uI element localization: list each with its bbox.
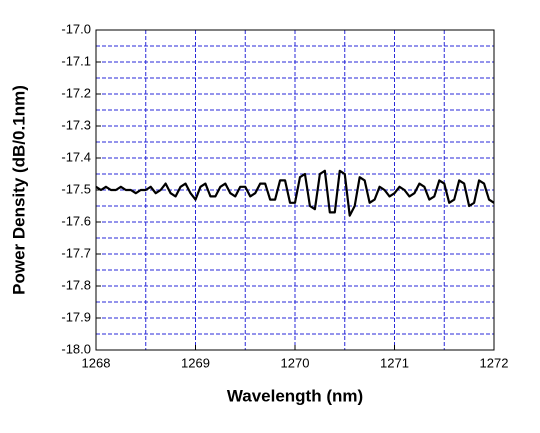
y-tick-label: -17.7 [61, 245, 91, 260]
y-tick-label: -17.6 [61, 213, 91, 228]
x-tick-label: 1270 [281, 355, 310, 370]
y-tick-label: -17.8 [61, 277, 91, 292]
y-axis-title: Power Density (dB/0.1nm) [9, 85, 28, 295]
x-tick-label: 1272 [480, 355, 509, 370]
y-tick-label: -18.0 [61, 341, 91, 356]
y-tick-label: -17.3 [61, 117, 91, 132]
x-tick-label: 1269 [181, 355, 210, 370]
x-tick-label: 1268 [82, 355, 111, 370]
plot-frame [95, 29, 495, 351]
y-tick-label: -17.2 [61, 85, 91, 100]
y-tick-label: -17.1 [61, 53, 91, 68]
x-tick-label: 1271 [380, 355, 409, 370]
data-line [95, 169, 495, 217]
y-tick-label: -17.4 [61, 149, 91, 164]
y-tick-label: -17.0 [61, 21, 91, 36]
y-tick-label: -17.9 [61, 309, 91, 324]
y-tick-label: -17.5 [61, 181, 91, 196]
x-axis-title: Wavelength (nm) [227, 386, 363, 405]
